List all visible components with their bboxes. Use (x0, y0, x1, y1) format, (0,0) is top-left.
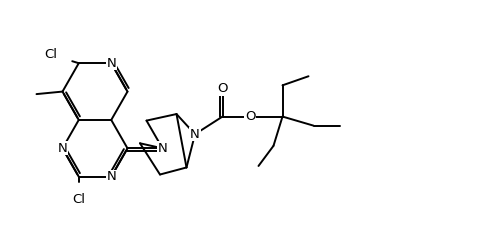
Text: N: N (58, 142, 68, 155)
Text: O: O (217, 82, 228, 95)
Text: Cl: Cl (72, 193, 85, 206)
Text: N: N (190, 128, 200, 141)
Text: O: O (245, 110, 256, 123)
Text: N: N (106, 57, 116, 70)
Text: N: N (106, 170, 116, 183)
Text: N: N (158, 142, 168, 155)
Text: Cl: Cl (44, 48, 58, 61)
